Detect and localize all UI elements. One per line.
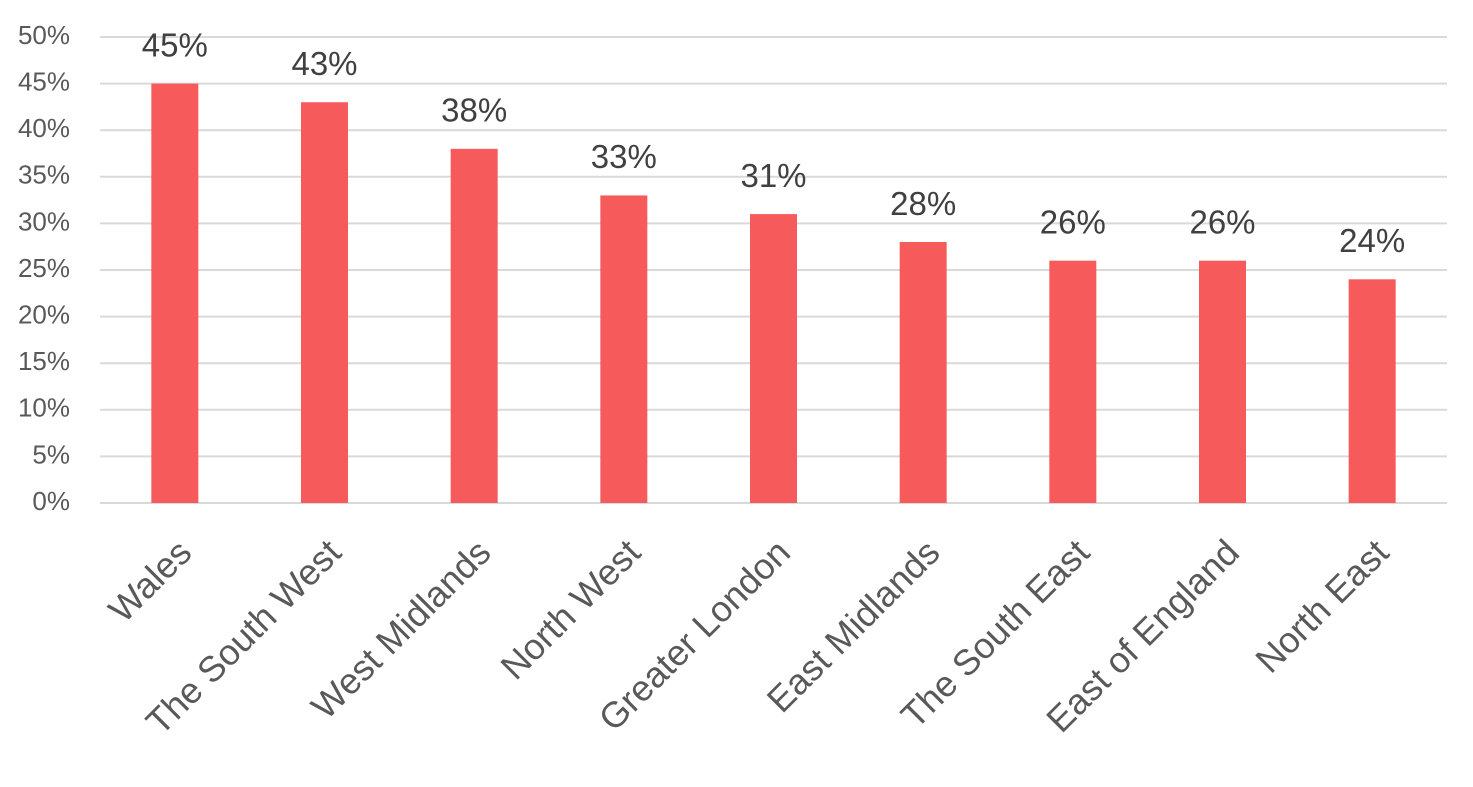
bar: [1348, 279, 1396, 503]
value-label: 26%: [1040, 203, 1106, 240]
bar: [301, 102, 348, 504]
y-tick-label: 15%: [18, 346, 70, 376]
y-tick-label: 20%: [18, 299, 70, 329]
value-label: 28%: [890, 185, 956, 222]
value-label: 33%: [591, 138, 657, 175]
y-tick-label: 10%: [18, 393, 70, 423]
value-label: 45%: [142, 26, 208, 63]
y-tick-label: 30%: [18, 206, 70, 236]
x-tick-label: Wales: [100, 531, 199, 630]
bar: [151, 83, 199, 503]
x-tick-label: North East: [1247, 531, 1396, 680]
y-tick-label: 0%: [32, 486, 70, 516]
bar: [450, 148, 498, 503]
bar: [1049, 260, 1097, 503]
y-tick-label: 5%: [32, 439, 70, 469]
value-label: 24%: [1339, 222, 1405, 259]
bar: [750, 214, 797, 503]
x-tick-label: North West: [492, 531, 648, 687]
bar: [899, 242, 947, 504]
y-tick-label: 40%: [18, 113, 70, 143]
bar: [1199, 260, 1246, 503]
y-tick-label: 45%: [18, 66, 70, 96]
bar: [600, 195, 648, 503]
value-label: 43%: [291, 45, 357, 82]
value-label: 38%: [441, 92, 507, 129]
y-tick-label: 35%: [18, 160, 70, 190]
y-tick-label: 25%: [18, 253, 70, 283]
value-label: 26%: [1189, 203, 1255, 240]
y-tick-label: 50%: [18, 20, 70, 50]
value-label: 31%: [740, 157, 806, 194]
